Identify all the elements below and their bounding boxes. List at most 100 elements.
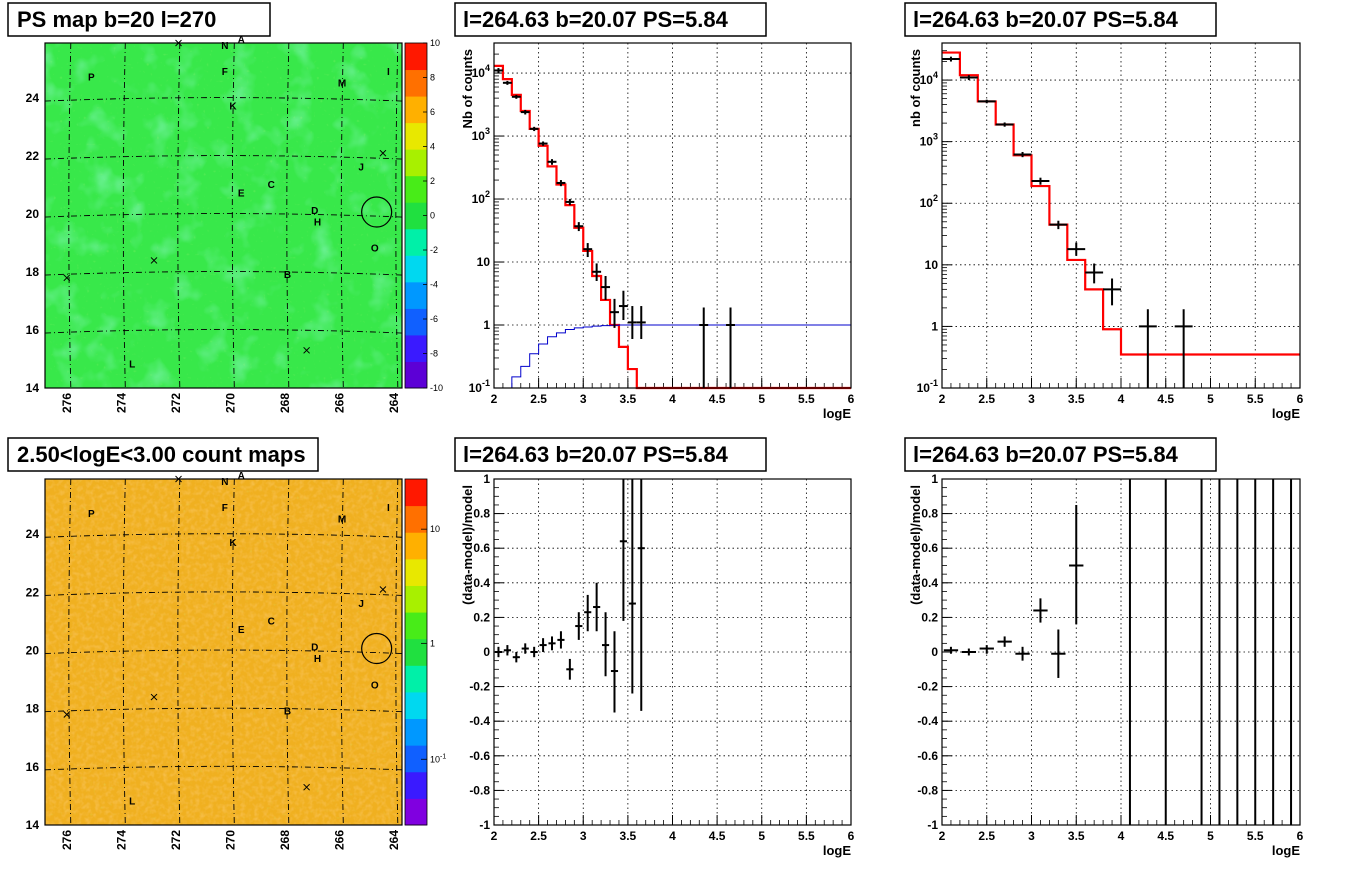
p3-ytick-label: 103 — [920, 132, 938, 149]
p1-colorbar-cell — [405, 202, 427, 230]
p4-source-label: P — [88, 509, 95, 520]
panel5-title-box: l=264.63 b=20.07 PS=5.84 — [454, 437, 767, 472]
p2-xlabel: logE — [823, 406, 851, 421]
p4-source-label: F — [222, 503, 228, 514]
p4-cross-marker — [63, 711, 71, 718]
p4-source-label: N — [221, 477, 228, 488]
p1-colorbar-cell — [405, 361, 427, 389]
p4-source-label: B — [284, 707, 291, 718]
p3-data-point — [977, 99, 996, 104]
p3-xtick-label: 2 — [939, 392, 946, 406]
p4-colorbar-cell — [405, 638, 427, 666]
p1-source-label: B — [284, 270, 291, 281]
p4-source-label: A — [238, 471, 245, 482]
p1-colorbar-label: -10 — [430, 383, 443, 393]
p1-cross-marker — [63, 274, 71, 282]
p4-gridline-b — [44, 765, 403, 771]
p4-source-label: O — [371, 680, 379, 691]
p2-data-point — [618, 290, 628, 321]
p1-source-label: P — [88, 73, 95, 84]
p3-ytick-label: 102 — [920, 193, 938, 210]
p1-gridline-b — [44, 213, 403, 218]
p5-xtick-label: 2 — [491, 829, 498, 843]
p1-ytick-label: 24 — [26, 91, 40, 105]
p3-ytick-label: 10 — [925, 258, 939, 272]
p5-ytick-label: 0.6 — [473, 541, 490, 555]
p5-xtick-label: 2.5 — [530, 829, 547, 843]
p1-gridline-l — [122, 42, 126, 389]
p4-source-label: K — [229, 538, 237, 549]
p1-source-label: F — [222, 67, 228, 78]
p2-data-point — [529, 126, 539, 132]
panel1-title-box: PS map b=20 l=270 — [7, 2, 271, 37]
p6-xtick-label: 5 — [1207, 829, 1214, 843]
p3-ytick-label: 10-1 — [917, 378, 938, 395]
p2-xtick-label: 5.5 — [798, 392, 815, 406]
p4-colorbar-cell — [405, 558, 427, 586]
p1-source-label: A — [238, 35, 245, 46]
p6-ytick-label: 0.6 — [921, 541, 938, 555]
p1-colorbar-cell — [405, 96, 427, 124]
p3-xtick-label: 5.5 — [1247, 392, 1264, 406]
p1-xtick-label: 264 — [387, 393, 401, 413]
p2-data-point — [610, 298, 619, 328]
p5-data-point — [593, 582, 601, 632]
p2-data-point — [511, 94, 521, 99]
p1-source-label: I — [387, 67, 390, 78]
p6-ytick-label: -0.8 — [917, 783, 938, 797]
p2-exposure-histogram — [494, 324, 851, 389]
p4-xtick-label: 266 — [332, 830, 346, 850]
p4-xtick-label: 270 — [223, 830, 237, 850]
p3-xlabel: logE — [1272, 406, 1300, 421]
p6-xtick-label: 3.5 — [1068, 829, 1085, 843]
p4-cross-marker — [379, 586, 387, 593]
p5-data-point — [610, 631, 619, 713]
p6-data-point — [979, 645, 994, 654]
p4-map: 276 274 272 270 268 266 264 14 16 18 20 22 24 AN F P M I K… — [26, 471, 447, 850]
p1-colorbar-cell — [405, 122, 427, 150]
p5-ytick-label: -0.4 — [469, 714, 490, 728]
p2-data-point — [699, 307, 709, 388]
p4-colorbar-label-group: 10-1 — [430, 753, 446, 764]
p1-xtick-label: 276 — [60, 393, 74, 413]
p3-model-histogram — [942, 51, 1300, 356]
p2-data-point — [601, 275, 611, 300]
p6-ytick-label: -0.2 — [917, 680, 938, 694]
p5-ytick-label: -0.8 — [469, 783, 490, 797]
p4-colorbar-label: 1 — [430, 638, 435, 648]
p2-model-histogram — [494, 64, 851, 390]
p1-colorbar-cell — [405, 149, 427, 177]
p1-source-label: D — [311, 206, 318, 217]
p1-gridline-b — [44, 155, 403, 160]
p5-ytick-label: 1 — [483, 472, 490, 486]
p1-ytick-label: 20 — [26, 207, 40, 221]
p1-ytick-label: 18 — [26, 265, 40, 279]
p5-xtick-label: 3 — [580, 829, 587, 843]
p1-colorbar-cell — [405, 281, 427, 309]
p5-data-point — [530, 646, 538, 658]
p3-data-point — [1085, 263, 1104, 284]
p4-xtick-label: 268 — [278, 830, 292, 850]
p2-ytick-label: 102 — [472, 189, 490, 206]
p5-data-point — [548, 636, 556, 651]
p6-xtick-label: 4.5 — [1157, 829, 1174, 843]
p4-xtick-label: 272 — [169, 830, 183, 850]
p3-data-point — [1067, 242, 1086, 256]
p4-colorbar-cell — [405, 745, 427, 773]
p3-ytick-label: 104 — [920, 70, 938, 87]
p5-frame — [493, 478, 852, 826]
p4-source-label: L — [129, 797, 135, 808]
p1-colorbar-label: -8 — [430, 349, 438, 359]
p5-data-point — [512, 652, 520, 663]
p1-gridline-b — [44, 329, 403, 334]
p6-xtick-label: 2 — [939, 829, 946, 843]
p4-ytick-label: 14 — [26, 818, 40, 832]
p5-data-point — [557, 631, 565, 649]
p4-gridline-l — [231, 478, 235, 826]
panel2-title: l=264.63 b=20.07 PS=5.84 — [463, 7, 729, 32]
p4-roi-circle — [361, 632, 393, 665]
p6-ytick-label: 0.8 — [921, 507, 938, 521]
p5-xtick-label: 5.5 — [798, 829, 815, 843]
p4-ytick-label: 20 — [26, 644, 40, 658]
p4-gridline-l — [340, 478, 344, 826]
